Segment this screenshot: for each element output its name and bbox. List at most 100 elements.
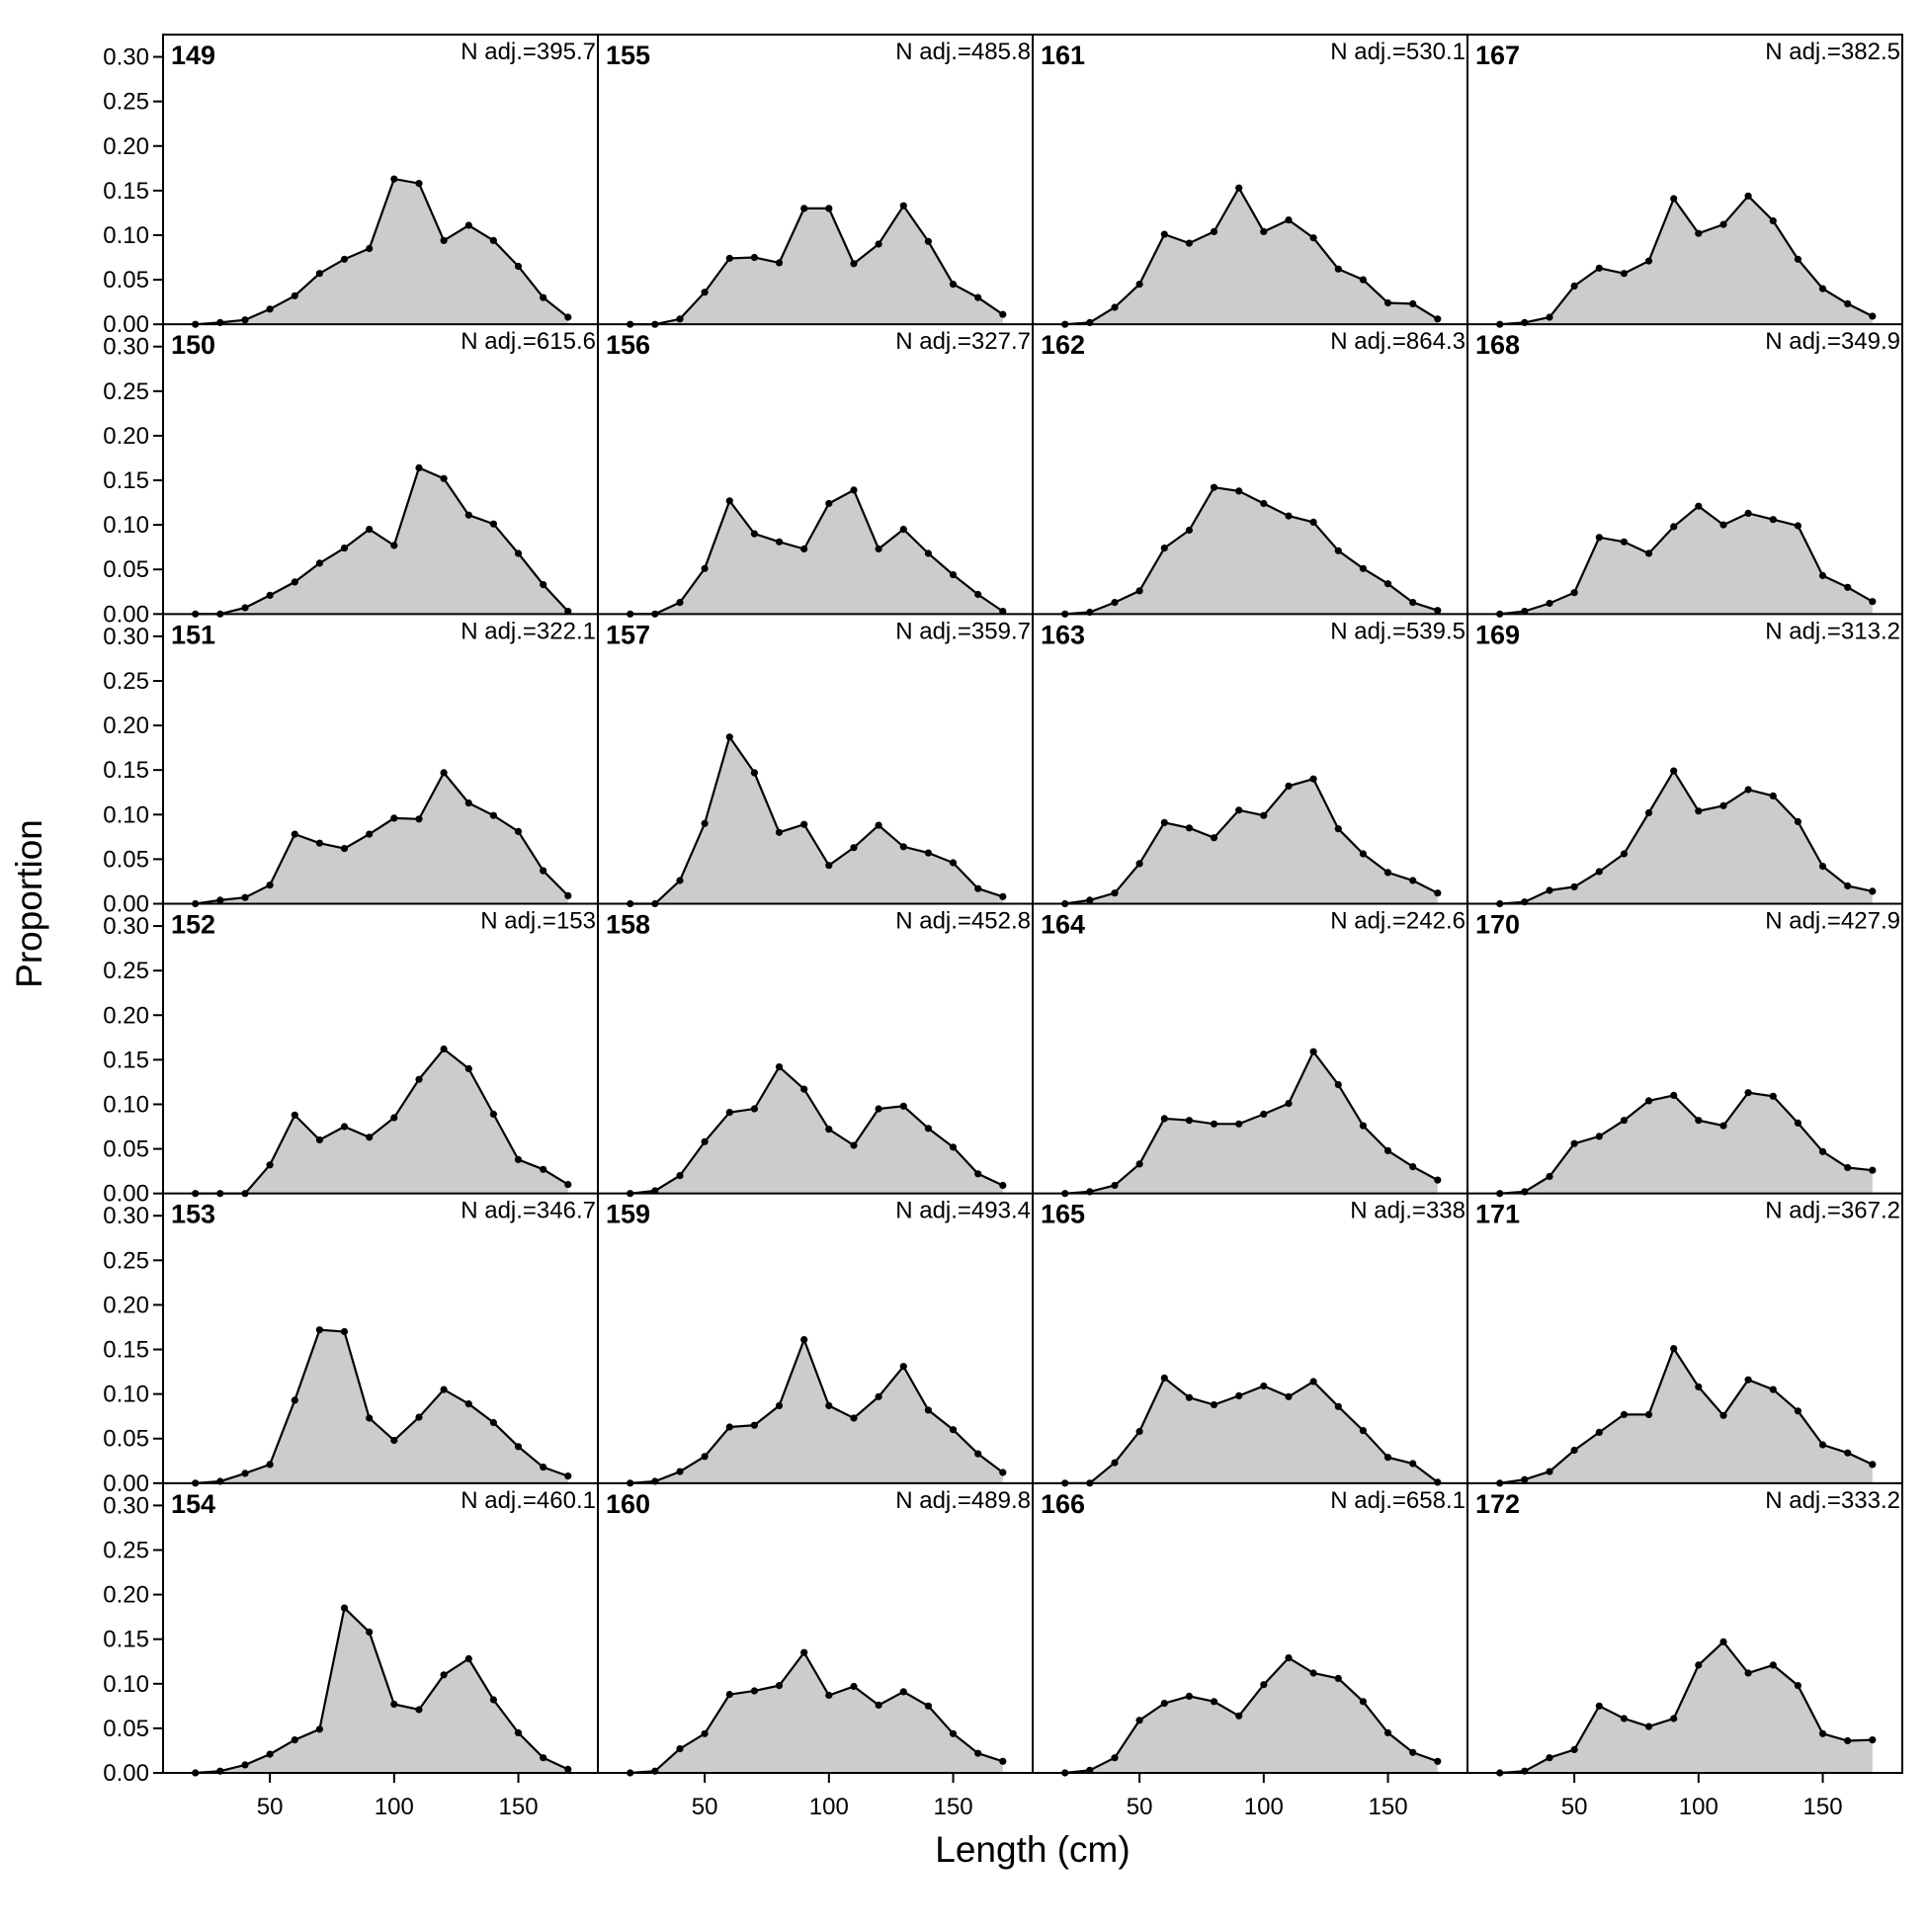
data-point [800, 820, 808, 828]
panel-label: 170 [1475, 910, 1520, 940]
data-point [1869, 598, 1877, 606]
data-point [1769, 516, 1777, 524]
y-tick-label: 0.20 [103, 1292, 149, 1318]
x-axis-title: Length (cm) [935, 1829, 1130, 1870]
y-tick-label: 0.00 [103, 1470, 149, 1497]
data-point [315, 270, 323, 278]
data-point [676, 599, 684, 607]
data-point [899, 843, 907, 851]
data-point [850, 1141, 858, 1149]
data-point [241, 893, 249, 901]
data-point [1210, 227, 1218, 235]
data-point [366, 830, 374, 838]
data-point [1644, 1722, 1653, 1730]
data-point [1334, 1402, 1342, 1410]
n-adj-label: N adj.=153 [480, 908, 596, 935]
series-line [195, 770, 569, 905]
panel-169: 169 N adj.=313.2 [1475, 618, 1900, 908]
panel-label: 171 [1475, 1200, 1520, 1229]
y-tick-label: 0.20 [103, 1582, 149, 1609]
panel-label: 167 [1475, 41, 1520, 70]
data-point [1383, 869, 1392, 877]
data-point [875, 1105, 882, 1113]
n-adj-label: N adj.=367.2 [1765, 1198, 1900, 1224]
data-point [1670, 523, 1678, 531]
data-point [1818, 571, 1827, 580]
data-point [315, 1135, 323, 1144]
data-point [366, 526, 374, 534]
y-tick-label: 0.05 [103, 1136, 149, 1163]
data-point [390, 814, 398, 822]
data-point [1309, 1048, 1317, 1055]
n-adj-label: N adj.=539.5 [1330, 618, 1466, 644]
data-point [415, 180, 423, 188]
data-point [390, 542, 398, 549]
n-adj-label: N adj.=333.2 [1765, 1487, 1900, 1514]
data-point [899, 1363, 907, 1371]
data-point [701, 1453, 709, 1461]
panel-label: 156 [606, 330, 650, 360]
data-point [949, 571, 958, 579]
area-fill [629, 1066, 1003, 1194]
data-point [440, 1386, 448, 1393]
data-point [540, 581, 547, 589]
panel-167: 167 N adj.=382.5 [1475, 39, 1900, 328]
area-fill [1499, 1641, 1873, 1773]
data-point [489, 236, 497, 244]
n-adj-label: N adj.=615.6 [461, 328, 596, 355]
data-point [1135, 1427, 1143, 1436]
n-adj-label: N adj.=313.2 [1765, 618, 1900, 644]
data-point [514, 1155, 523, 1163]
x-tick-label: 150 [1369, 1794, 1408, 1820]
data-point [1818, 1441, 1827, 1449]
panel-159: 159 N adj.=493.4 [606, 1198, 1031, 1487]
data-point [1620, 270, 1628, 278]
n-adj-label: N adj.=489.8 [895, 1487, 1031, 1514]
data-point [1769, 1386, 1777, 1393]
data-point [241, 604, 249, 612]
n-adj-label: N adj.=242.6 [1330, 908, 1466, 935]
data-point [1869, 1166, 1877, 1174]
data-point [701, 1137, 709, 1145]
data-point [366, 244, 374, 253]
data-point [291, 292, 298, 299]
data-point [949, 1729, 958, 1737]
panel-163: 163 N adj.=539.5 [1041, 618, 1466, 908]
data-point [1359, 564, 1367, 572]
data-point [1794, 1407, 1801, 1415]
data-point [1334, 1081, 1342, 1089]
data-point [949, 1426, 958, 1434]
data-point [1844, 882, 1852, 890]
data-point [564, 313, 572, 321]
data-point [266, 882, 274, 889]
area-fill [1064, 1051, 1438, 1194]
data-point [1644, 1410, 1653, 1418]
data-point [1383, 580, 1392, 588]
data-point [1620, 1715, 1628, 1722]
data-point [999, 310, 1007, 318]
data-point [315, 1326, 323, 1334]
data-point [1644, 1097, 1653, 1105]
data-point [564, 891, 572, 900]
area-fill [1499, 1092, 1873, 1194]
data-point [1235, 1712, 1243, 1720]
series-line [1064, 777, 1439, 905]
data-point [974, 1749, 982, 1757]
n-adj-label: N adj.=349.9 [1765, 328, 1900, 355]
n-adj-label: N adj.=346.7 [461, 1198, 596, 1224]
y-tick-label: 0.15 [103, 1627, 149, 1653]
data-point [390, 1436, 398, 1445]
data-point [540, 1754, 547, 1762]
data-point [1285, 782, 1293, 791]
area-fill [1064, 487, 1438, 615]
data-point [725, 733, 733, 741]
x-tick-label: 100 [375, 1794, 414, 1820]
data-point [1644, 549, 1653, 557]
data-point [1135, 1160, 1143, 1168]
x-tick-label: 150 [499, 1794, 539, 1820]
data-point [850, 844, 858, 852]
data-point [315, 1725, 323, 1733]
data-point [725, 1423, 733, 1431]
data-point [1260, 811, 1268, 819]
